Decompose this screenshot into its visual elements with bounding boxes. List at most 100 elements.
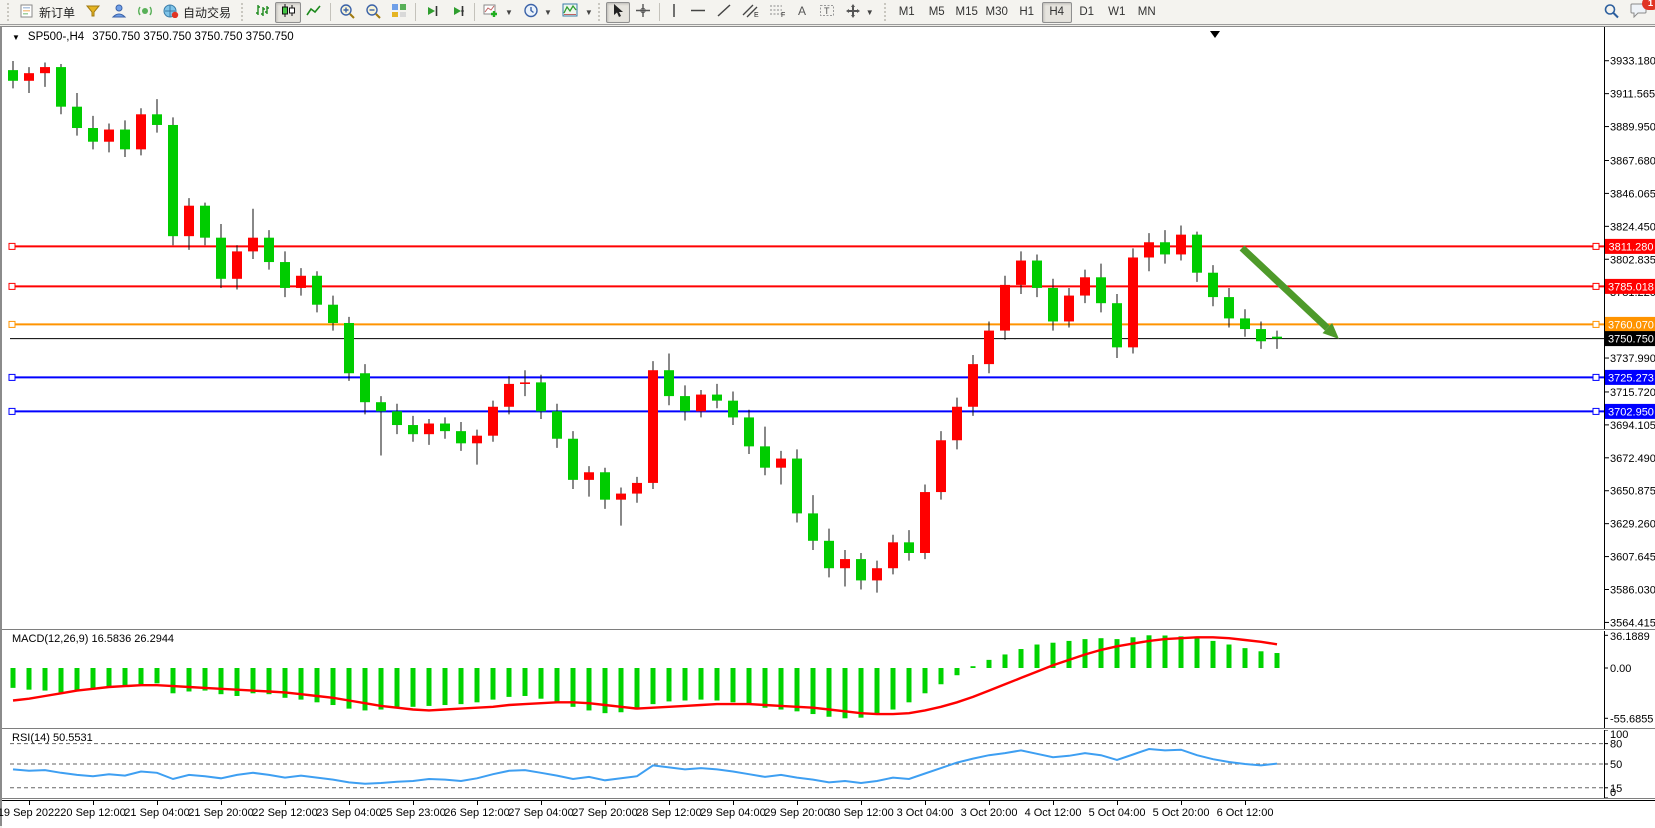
autoscroll-icon — [424, 3, 440, 21]
autoscroll-button[interactable] — [419, 2, 445, 23]
candlestick — [552, 411, 562, 439]
channel-tool-button[interactable]: E — [737, 2, 764, 23]
tf-button-m15[interactable]: M15 — [952, 2, 982, 23]
main-chart-pane[interactable]: 3933.180 3911.565 3889.950 3867.680 3846.065… — [2, 27, 1655, 629]
svg-text:3911.565: 3911.565 — [1610, 89, 1655, 101]
horizontal-line-icon — [690, 3, 706, 21]
time-tick — [1117, 801, 1118, 805]
chart-shift-marker — [1210, 31, 1220, 38]
accounts-button[interactable] — [106, 2, 132, 23]
candlestick — [712, 394, 722, 401]
crosshair-tool-button[interactable] — [630, 2, 656, 23]
signals-button[interactable] — [132, 2, 158, 23]
svg-text:3785.018: 3785.018 — [1608, 281, 1654, 293]
toolbar-grip[interactable] — [881, 3, 889, 21]
horizontal-lines-layer: 3811.280 3785.018 3760.070 3750.750 3725.273… — [8, 238, 1655, 419]
ohlc-values: 3750.750 3750.750 3750.750 3750.750 — [92, 31, 294, 43]
chevron-down-icon: ▼ — [865, 7, 874, 17]
arrows-tool-button[interactable]: ▼ — [840, 2, 879, 23]
notification-badge[interactable]: 1 — [1642, 0, 1655, 10]
time-label: 3 Oct 04:00 — [896, 807, 954, 819]
svg-text:36.1889: 36.1889 — [1610, 631, 1650, 643]
indicators-button[interactable] — [557, 2, 584, 23]
svg-text:3715.720: 3715.720 — [1610, 387, 1655, 399]
line-chart-type-button[interactable] — [301, 2, 327, 23]
candlestick — [264, 237, 274, 263]
candlestick — [792, 458, 802, 514]
candlestick — [936, 440, 946, 493]
tf-button-h1[interactable]: H1 — [1012, 2, 1042, 23]
time-tick — [1053, 801, 1054, 805]
pane-separator[interactable] — [2, 629, 1655, 631]
macd-pane[interactable]: 36.1889 0.00 -55.6855 — [2, 631, 1655, 728]
svg-text:80: 80 — [1610, 739, 1622, 751]
fibonacci-tool-button[interactable]: F — [764, 2, 791, 23]
zoom-in-button[interactable] — [334, 2, 360, 23]
bar-chart-type-button[interactable] — [249, 2, 275, 23]
tf-button-d1[interactable]: D1 — [1072, 2, 1102, 23]
period-clock-icon — [523, 3, 539, 21]
autotrade-icon — [163, 3, 179, 21]
candlestick — [696, 394, 706, 412]
market-depth-button[interactable] — [80, 2, 106, 23]
tf-button-h4[interactable]: H4 — [1041, 1, 1072, 23]
candlestick — [808, 513, 818, 541]
time-tick — [413, 801, 414, 805]
time-tick — [797, 801, 798, 805]
autotrade-button[interactable]: 自动交易 — [158, 2, 236, 23]
candlestick — [216, 237, 226, 279]
indicators-icon — [562, 3, 579, 21]
tile-windows-button[interactable] — [386, 2, 412, 23]
new-order-button[interactable]: 新订单 — [15, 2, 80, 23]
time-tick — [861, 801, 862, 805]
candlestick — [904, 542, 914, 553]
svg-text:3802.835: 3802.835 — [1610, 254, 1655, 266]
zoom-out-button[interactable] — [360, 2, 386, 23]
candlestick — [152, 114, 162, 125]
tf-button-mn[interactable]: MN — [1132, 2, 1162, 23]
svg-text:3750.750: 3750.750 — [1608, 334, 1654, 346]
candlestick — [1144, 242, 1154, 258]
time-axis[interactable]: 19 Sep 2022 20 Sep 12:00 21 Sep 04:00 21 Se… — [0, 800, 1655, 828]
time-label: 27 Sep 20:00 — [572, 807, 638, 819]
search-icon — [1603, 3, 1620, 22]
chart-shift-button[interactable] — [445, 2, 471, 23]
pane-separator[interactable] — [2, 728, 1655, 730]
zoom-in-icon — [339, 3, 355, 22]
time-tick — [285, 801, 286, 805]
candlestick-chart-type-button[interactable] — [275, 1, 302, 23]
time-tick — [925, 801, 926, 805]
svg-text:100: 100 — [1610, 730, 1628, 741]
time-label: 29 Sep 20:00 — [764, 807, 830, 819]
period-selector-button[interactable]: ▼ — [518, 2, 557, 23]
tf-button-m30[interactable]: M30 — [982, 2, 1012, 23]
tf-button-m5[interactable]: M5 — [922, 2, 952, 23]
text-tool-button[interactable]: A — [791, 2, 814, 23]
time-label: 30 Sep 12:00 — [828, 807, 894, 819]
chevron-down-icon[interactable]: ▼ — [584, 7, 593, 17]
new-chart-button[interactable]: ▼ — [478, 2, 518, 23]
chevron-down-icon[interactable]: ▼ — [12, 32, 20, 42]
text-label-tool-button[interactable]: T — [814, 2, 840, 23]
search-button[interactable] — [1598, 2, 1625, 23]
trendline-tool-button[interactable] — [711, 2, 737, 23]
cursor-tool-button[interactable] — [605, 1, 630, 23]
candlestick — [344, 322, 354, 374]
tf-button-m1[interactable]: M1 — [892, 2, 922, 23]
fibonacci-icon: F — [769, 3, 786, 21]
symbol-period-label: SP500-,H4 — [27, 31, 85, 43]
candlestick — [872, 568, 882, 581]
horizontal-line-tool-button[interactable] — [685, 2, 711, 23]
tf-button-w1[interactable]: W1 — [1102, 2, 1132, 23]
vertical-line-tool-button[interactable] — [663, 2, 685, 23]
candlestick — [456, 431, 466, 444]
candlestick — [616, 493, 626, 500]
toolbar-grip[interactable] — [5, 3, 12, 21]
candlestick — [1224, 297, 1234, 319]
chevron-down-icon: ▼ — [543, 7, 552, 17]
toolbar-grip[interactable] — [595, 3, 603, 21]
chart-title-bar: ▼ SP500-,H4 3750.750 3750.750 3750.750 3… — [12, 31, 294, 43]
line-chart-icon — [306, 3, 322, 21]
toolbar-grip[interactable] — [239, 3, 247, 21]
